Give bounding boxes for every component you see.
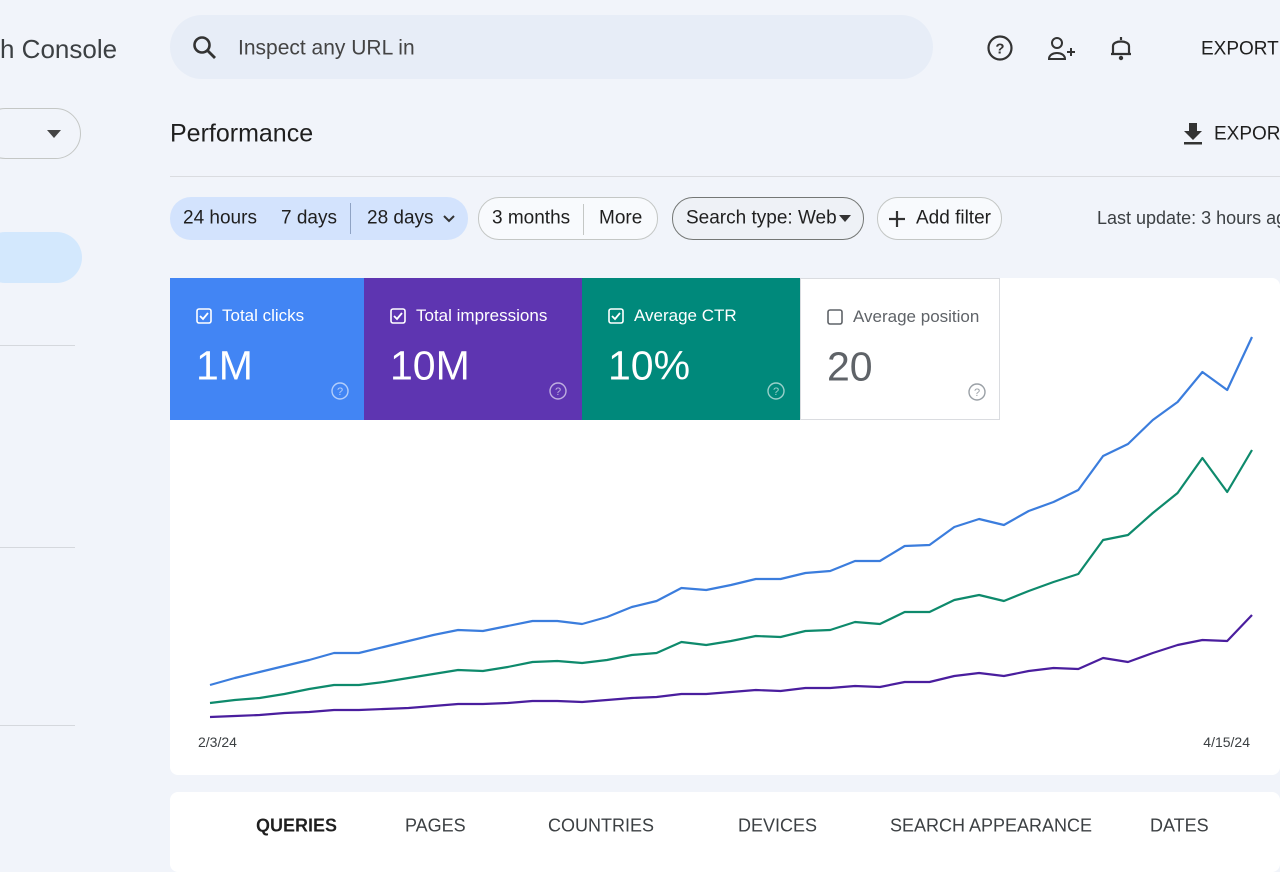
chip-label: Add filter: [916, 207, 991, 229]
notification-icon[interactable]: [1109, 34, 1133, 62]
divider: [0, 345, 75, 346]
checkbox-box: [196, 308, 212, 324]
divider: [0, 725, 75, 726]
add-user-icon[interactable]: [1047, 35, 1077, 63]
help-mark: ?: [555, 386, 561, 398]
metric-tile[interactable]: Total clicks 1M?: [170, 278, 364, 420]
date-chip-group: [170, 197, 468, 240]
metric-value: 10%: [608, 342, 691, 389]
app-title: h Console: [0, 34, 118, 64]
tab[interactable]: COUNTRIES: [548, 815, 655, 836]
tab[interactable]: DEVICES: [738, 815, 818, 836]
search-type-chip[interactable]: [672, 197, 864, 240]
add-filter-chip[interactable]: [877, 197, 1002, 240]
metric-value: 1M: [196, 342, 253, 389]
caret: [47, 130, 61, 138]
help-mark: ?: [773, 386, 779, 398]
divider: [170, 176, 1280, 177]
tab[interactable]: PAGES: [405, 815, 466, 836]
checkbox: [390, 308, 406, 324]
chip[interactable]: 28 days: [367, 207, 434, 229]
range-chip-group: [478, 197, 658, 240]
separator: [583, 204, 584, 235]
page-title: Performance: [170, 119, 314, 148]
export-button[interactable]: EXPORT: [1201, 38, 1279, 60]
chevron: [443, 215, 455, 223]
search-icon: [193, 36, 216, 59]
checkbox: [827, 309, 843, 325]
metric-label: Total impressions: [416, 306, 548, 325]
svg-text:?: ?: [995, 41, 1004, 58]
chip-label: Search type: Web: [686, 207, 837, 229]
tab[interactable]: DATES: [1150, 815, 1209, 836]
nav-selected[interactable]: [0, 232, 82, 283]
separator: [350, 203, 351, 234]
help-icon[interactable]: ?: [986, 34, 1014, 62]
tab[interactable]: QUERIES: [256, 815, 338, 836]
search-bar[interactable]: Inspect any URL in: [170, 15, 933, 79]
search-placeholder: Inspect any URL in: [238, 36, 415, 60]
chip[interactable]: 3 months: [492, 207, 571, 229]
help-mark: ?: [337, 386, 343, 398]
chip[interactable]: 7 days: [281, 207, 337, 229]
metric-tile[interactable]: Average position 20?: [800, 278, 1000, 420]
page: Search Console Performance {"header": {"…: [0, 15, 1280, 872]
last-update: Last update: 3 hours ag: [1097, 208, 1280, 228]
download-icon: [1184, 123, 1202, 145]
metric-tile[interactable]: Total impressions 10M?: [364, 278, 582, 420]
chip[interactable]: More: [599, 207, 643, 229]
metric-label: Average CTR: [634, 306, 737, 325]
help-mark: ?: [974, 387, 980, 399]
body: h Console Inspect any URL in ? EXPORT Pe…: [0, 15, 1280, 872]
checkbox: [196, 308, 212, 324]
help-icon: ?: [549, 382, 567, 400]
checkbox-box: [827, 309, 843, 325]
checkbox-box: [608, 308, 624, 324]
checkbox: [608, 308, 624, 324]
plus-icon: [889, 211, 905, 227]
metric-label: Total clicks: [222, 306, 305, 325]
divider: [0, 547, 75, 548]
help-icon: ?: [331, 382, 349, 400]
property-selector[interactable]: [0, 108, 81, 159]
metric-label: Average position: [853, 307, 980, 326]
checkbox-box: [390, 308, 406, 324]
export-button[interactable]: EXPORT: [1214, 123, 1280, 145]
help-icon: ?: [767, 382, 785, 400]
checkmark: [393, 312, 403, 321]
caret: [839, 215, 851, 222]
tab[interactable]: SEARCH APPEARANCE: [890, 815, 1093, 836]
checkmark: [611, 312, 621, 321]
checkmark: [199, 312, 209, 321]
chip[interactable]: 24 hours: [183, 207, 257, 229]
metric-tile[interactable]: Average CTR 10%?: [582, 278, 800, 420]
help-icon: ?: [968, 383, 986, 401]
metric-value: 20: [827, 343, 873, 390]
metric-value: 10M: [390, 342, 470, 389]
